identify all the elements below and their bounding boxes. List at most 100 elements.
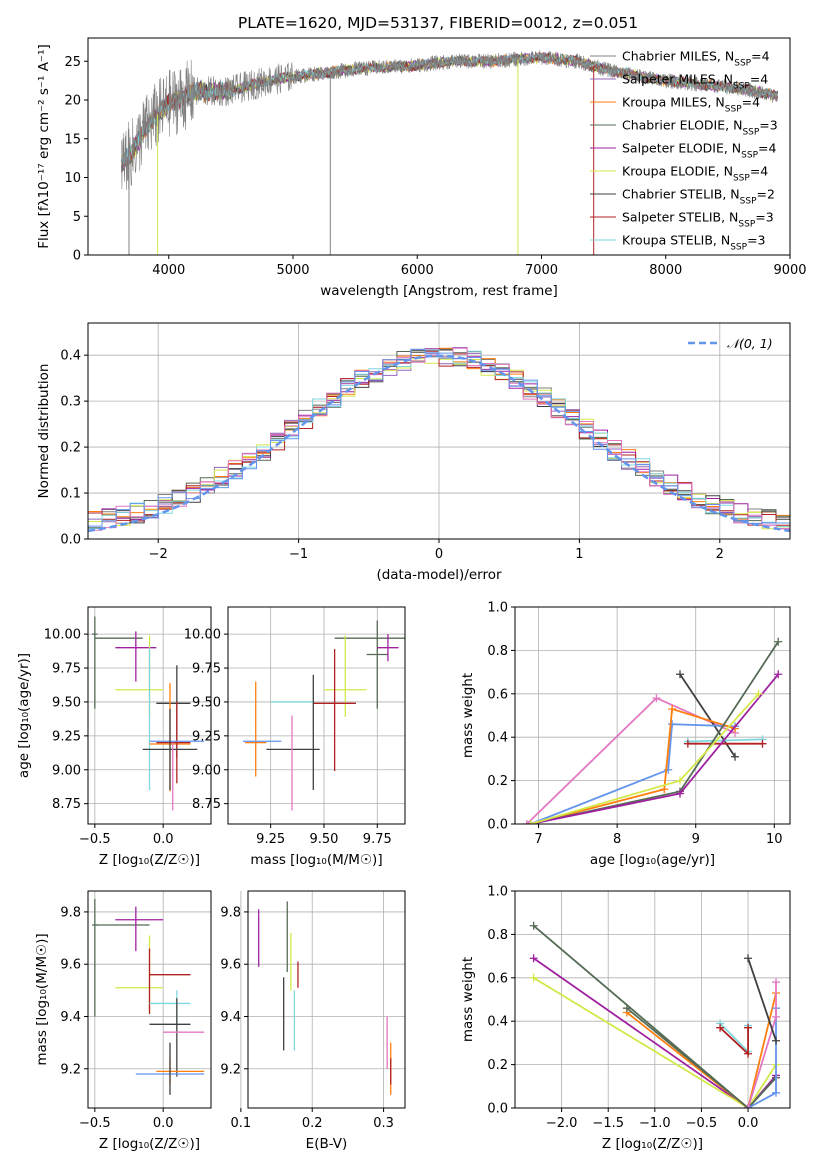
residuals-hist-8: [88, 349, 790, 529]
weight_vs_Z-point: [772, 978, 781, 987]
spectrum-legend-label: Salpeter STELIB, NSSP=3: [622, 210, 774, 230]
mass_vs_ebv-plot-area: [258, 901, 392, 1095]
weight_vs_age-point: [683, 739, 692, 748]
weight_vs_Z-point: [529, 921, 538, 930]
weight_vs_Z-ylabel: mass weight: [460, 957, 476, 1042]
residuals-xtick-label: 0: [435, 547, 443, 562]
spectrum-xtick-label: 6000: [401, 263, 434, 278]
age_vs_Z-xtick-label: 0.0: [153, 832, 174, 847]
weight_vs_Z-ytick-label: 0.8: [487, 928, 508, 943]
mass_vs_Z-plot-area: [92, 898, 205, 1095]
weight_vs_Z-point: [744, 1104, 753, 1108]
residuals-frame: [87, 322, 791, 540]
age_vs_mass-frame: [227, 606, 406, 825]
weight_vs_Z-series-7: [747, 958, 777, 1041]
age_vs_Z-plot-area: [92, 616, 205, 811]
spectrum-legend-label: Chabrier ELODIE, NSSP=3: [622, 118, 778, 138]
spectrum-xtick-label: 9000: [773, 263, 806, 278]
age_vs_mass-plot-area: [242, 620, 405, 811]
weight_vs_age-point: [758, 739, 767, 748]
weight_vs_Z-ytick-label: 0.6: [487, 971, 508, 986]
weight_vs_Z-xtick-label: 0.0: [738, 1116, 759, 1131]
weight_vs_age-point: [731, 752, 739, 761]
age_vs_Z-ytick-label: 8.75: [52, 797, 81, 812]
weight_vs_Z-point: [529, 954, 538, 963]
residuals-ytick-label: 0.1: [60, 487, 81, 502]
weight_vs_age-xtick-label: 9: [692, 832, 700, 847]
age_vs_mass-ytick-label: 9.00: [192, 763, 221, 778]
spectrum-ytick-label: 15: [64, 132, 81, 147]
weight_vs_Z-point: [716, 1023, 725, 1032]
weight_vs_age-point: [668, 704, 677, 713]
spectrum-ylabel: Flux [fλ10⁻¹⁷ erg cm⁻² s⁻¹ A⁻¹]: [36, 44, 52, 249]
age_vs_Z-ytick-label: 9.50: [52, 695, 81, 710]
residuals-xtick-label: −1: [289, 547, 308, 562]
age_vs_Z-frame: [87, 606, 212, 825]
age_vs_Z-ytick-label: 9.00: [52, 763, 81, 778]
mass_vs_Z-ytick-label: 9.8: [60, 905, 81, 920]
age_vs_mass-ytick-label: 9.50: [192, 695, 221, 710]
weight_vs_age-ytick-label: 0.4: [487, 731, 508, 746]
age_vs_mass-xlabel: mass [log₁₀(M/M☉)]: [250, 852, 382, 868]
weight_vs_age-ytick-label: 1.0: [487, 601, 508, 616]
weight_vs_Z-point: [529, 973, 538, 982]
spectrum-ytick-label: 25: [64, 55, 81, 70]
residuals-ylabel: Normed distribution: [36, 364, 52, 499]
age_vs_Z-xlabel: Z [log₁₀(Z/Z☉)]: [99, 852, 200, 868]
weight_vs_age-ytick-label: 0.2: [487, 774, 508, 789]
age_vs_mass-ytick-label: 9.75: [192, 662, 221, 677]
spectrum-xtick-label: 8000: [649, 263, 682, 278]
spectrum-frame: [87, 37, 791, 256]
weight_vs_age-series-2: [530, 723, 736, 824]
residuals-plot-area: [88, 347, 790, 533]
residuals-ytick-label: 0.3: [60, 395, 81, 410]
weight_vs_Z-series-1: [533, 957, 777, 1108]
weight_vs_age-point: [522, 820, 531, 824]
weight_vs_Z-xlabel: Z [log₁₀(Z/Z☉)]: [602, 1136, 703, 1152]
weight_vs_Z-ytick-label: 0.4: [487, 1015, 508, 1030]
residuals-xlabel: (data-model)/error: [376, 567, 502, 583]
residuals-ytick-label: 0.2: [60, 441, 81, 456]
weight_vs_age-series-4: [687, 738, 763, 743]
residuals-xtick-label: 1: [575, 547, 583, 562]
residuals-hist-10: [88, 348, 790, 527]
mass_vs_ebv-xlabel: E(B-V): [306, 1136, 348, 1152]
residuals-ytick-label: 0.0: [60, 533, 81, 548]
residuals-legend-label: 𝒩(0, 1): [727, 336, 773, 351]
spectrum-xtick-label: 4000: [152, 263, 185, 278]
age_vs_mass-ytick-label: 10.00: [184, 628, 221, 643]
weight_vs_Z-point: [744, 1023, 753, 1032]
weight_vs_Z-series-2: [533, 977, 777, 1108]
mass_vs_ebv-ytick-label: 9.2: [220, 1062, 241, 1077]
spectrum-legend-label: Salpeter ELODIE, NSSP=4: [622, 141, 777, 161]
age_vs_mass-ytick-label: 9.25: [192, 729, 221, 744]
weight_vs_Z-series-4: [626, 1007, 777, 1108]
mass_vs_Z-ytick-label: 9.6: [60, 958, 81, 973]
weight_vs_age-xtick-label: 7: [534, 832, 542, 847]
mass_vs_ebv-frame: [247, 890, 406, 1109]
residuals-xtick-label: 2: [716, 547, 724, 562]
spectrum-legend-label: Kroupa STELIB, NSSP=3: [622, 233, 766, 253]
age_vs_mass-xtick-label: 9.50: [309, 832, 338, 847]
spectrum-xtick-label: 7000: [525, 263, 558, 278]
weight_vs_Z-series-8: [719, 1022, 749, 1054]
weight_vs_Z-xtick-label: −1.5: [592, 1116, 624, 1131]
mass_vs_ebv-xtick-label: 0.3: [373, 1116, 394, 1131]
spectrum-ytick-label: 20: [64, 94, 81, 109]
residuals-ytick-label: 0.4: [60, 349, 81, 364]
weight_vs_age-point: [774, 637, 783, 646]
spectrum-legend-label: Salpeter MILES, NSSP=4: [622, 72, 768, 92]
weight_vs_age-xtick-label: 10: [766, 832, 783, 847]
weight_vs_Z-xtick-label: −2.0: [546, 1116, 578, 1131]
spectrum-ytick-label: 0: [73, 249, 81, 264]
weight_vs_age-ytick-label: 0.8: [487, 644, 508, 659]
weight_vs_age-point: [660, 785, 669, 794]
weight_vs_age-plot-area: [522, 637, 783, 824]
residuals-gaussian-curve: [88, 354, 790, 533]
weight_vs_age-xtick-label: 8: [613, 832, 621, 847]
weight_vs_Z-xtick-label: −1.0: [639, 1116, 671, 1131]
spectrum-ytick-label: 10: [64, 171, 81, 186]
weight_vs_Z-point: [772, 1012, 781, 1021]
